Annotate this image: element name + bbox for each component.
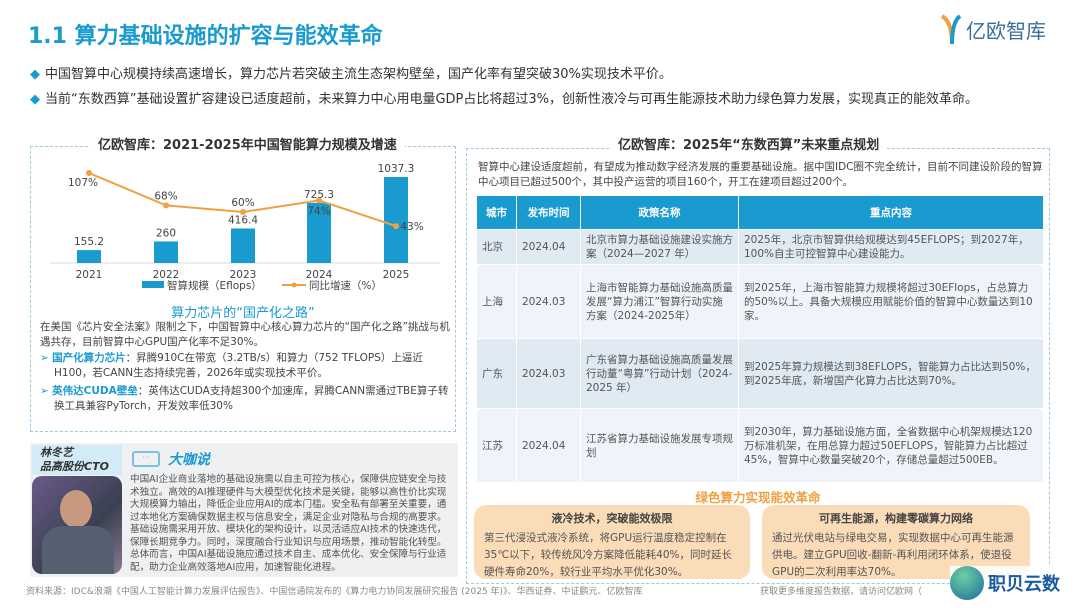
- cell-date: 2024.03: [516, 264, 581, 339]
- table-row: 上海 2024.03 上海市智能算力基础设施高质量发展“算力浦江”智算行动实施方案（…: [476, 264, 1044, 339]
- col-header: 发布时间: [516, 195, 581, 230]
- line-label: 60%: [231, 197, 254, 209]
- line-point: [316, 197, 322, 204]
- diamond-icon: ◆: [30, 67, 40, 82]
- x-tick-label: 2023: [230, 269, 257, 281]
- cell-date: 2024.04: [516, 408, 581, 483]
- bar: [77, 250, 101, 263]
- arrow-icon: ➢: [40, 385, 53, 397]
- legend-line-marker: [291, 282, 297, 288]
- quote-text: 中国AI企业商业落地的基础设施需以自主可控为核心，保障供应链安全与技术独立。高效…: [130, 474, 447, 573]
- cell-policy: 广东省算力基础设施高质量发展行动蕫“粤算”行动计划（2024-2025 年）: [580, 338, 739, 409]
- chips-item-2: ➢ 英伟达CUDA壁垒：英伟达CUDA支持超300个加速库，昇腾CANN需通过T…: [40, 384, 450, 414]
- cell-content: 到2025年算力规模达到38EFLOPS，智能算力占比达到50%，到2025年底…: [738, 338, 1044, 409]
- diamond-icon: ◆: [30, 92, 40, 107]
- cell-policy: 上海市智能算力基础设施高质量发展“算力浦江”智算行动实施方案（2024-2025…: [580, 264, 739, 339]
- item-text: ：昇腾910C在带宽（3.2TB/s）和算力（752 TFLOPS）上逼近H10…: [54, 352, 423, 379]
- card-text: 通过光伏电站与绿电交易，实现数据中心可再生能源供电。建立GPU回收-翻新-再利用…: [772, 532, 1014, 578]
- x-tick-label: 2022: [153, 269, 180, 281]
- cell-date: 2024.04: [516, 229, 581, 265]
- speaker-name: 林冬艺: [40, 446, 73, 459]
- bar-label: 416.4: [228, 214, 258, 226]
- table-row: 北京 2024.04 北京市算力基础设施建设实施方案（2024—2027 年） 202…: [476, 229, 1044, 265]
- line-label: 74%: [307, 205, 330, 217]
- cell-policy: 江苏省算力基础设施发展专项规划: [580, 408, 739, 483]
- page-title: 1.1 算力基础设施的扩容与能效革命: [28, 24, 383, 49]
- cell-content: 到2030年，算力基础设施方面，全省数据中心机架规模达120 万标准机架，在用总…: [738, 408, 1044, 483]
- bullet-1: ◆ 中国智算中心规模持续高速增长，算力芯片若突破主流生态架构壁垒，国产化率有望突破…: [30, 66, 1060, 83]
- col-header: 政策名称: [580, 195, 739, 230]
- x-tick-label: 2024: [306, 269, 333, 281]
- table-row: 广东 2024.03 广东省算力基础设施高质量发展行动蕫“粤算”行动计划（2024-…: [476, 338, 1044, 409]
- quote-heading-text: 大咖说: [168, 452, 210, 468]
- speaker-title: 品高股份CTO: [40, 460, 109, 473]
- bar: [154, 241, 178, 263]
- bullet-text: 中国智算中心规模持续高速增长，算力芯片若突破主流生态架构壁垒，国产化率有望突破3…: [45, 67, 672, 82]
- col-header: 重点内容: [738, 195, 1044, 230]
- quote-heading: ··· 大咖说: [132, 449, 210, 469]
- bullet-text: 当前“东数西算”基础设置扩容建设已适度超前，未来算力中心用电量GDP占比将超过3…: [45, 92, 979, 107]
- line-point: [86, 170, 92, 176]
- chips-item-1: ➢ 国产化算力芯片：昇腾910C在带宽（3.2TB/s）和算力（752 TFLO…: [40, 351, 450, 381]
- card-title: 液冷技术，突破能效极限: [551, 512, 673, 525]
- bar-label: 155.2: [74, 236, 104, 248]
- table-row: 江苏 2024.04 江苏省算力基础设施发展专项规划 到2030年，算力基础设施方面，…: [476, 408, 1044, 483]
- bar-label: 260: [156, 227, 176, 239]
- cell-city: 广东: [476, 338, 517, 409]
- watermark-icon: [950, 566, 984, 600]
- line-label: 43%: [400, 221, 423, 233]
- watermark-text: 职贝云数: [988, 574, 1060, 595]
- logo-icon: [940, 14, 962, 44]
- cell-content: 2025年，北京市智算供给规模达到45EFLOPS；到2027年，100%自主可…: [738, 229, 1044, 265]
- line-point: [393, 223, 399, 230]
- cell-city: 江苏: [476, 408, 517, 483]
- legend-bar-label: 智算规模（Eflops）: [167, 279, 262, 292]
- watermark: 职贝云数: [950, 566, 1060, 600]
- line-point: [240, 209, 246, 216]
- card-title: 可再生能源，构建零碳算力网络: [819, 512, 973, 525]
- bar: [307, 202, 331, 263]
- legend-line-label: 同比增速（%）: [309, 279, 382, 292]
- chat-icon: ···: [132, 451, 160, 467]
- bar: [231, 228, 255, 263]
- bullet-2: ◆ 当前“东数西算”基础设置扩容建设已适度超前，未来算力中心用电量GDP占比将超过…: [30, 91, 1060, 108]
- item-label: 国产化算力芯片: [52, 352, 126, 364]
- plan-title: 亿欧智库：2025年“东数西算”未来重点规划: [610, 134, 888, 153]
- chips-intro: 在美国《芯片安全法案》限制之下，中国智算中心核心算力芯片的“国产化之路”挑战与机…: [40, 321, 450, 348]
- line-point: [163, 202, 169, 209]
- col-header: 城市: [476, 195, 517, 230]
- policy-table: 城市 发布时间 政策名称 重点内容 北京 2024.04 北京市算力基础设施建设实施方案（…: [476, 195, 1044, 483]
- bar-label: 1037.3: [378, 163, 415, 175]
- legend-bar-swatch: [142, 281, 164, 288]
- cell-policy: 北京市算力基础设施建设实施方案（2024—2027 年）: [580, 229, 739, 265]
- plan-intro: 智算中心建设适度超前，有望成为推动数字经济发展的重要基础设施。据中国IDC圈不完…: [478, 161, 1043, 188]
- logo-text: 亿欧智库: [966, 18, 1046, 43]
- chart-title: 亿欧智库：2021-2025年中国智能算力规模及增速: [90, 134, 405, 153]
- speaker-photo: [32, 476, 122, 574]
- green-title: 绿色算力实现能效革命: [695, 490, 821, 505]
- source-note: 资料来源：IDC&浪潮《中国人工智能计算力发展评估报告》、中国信通院发布的《算力…: [26, 587, 643, 597]
- bar-label: 725.3: [304, 189, 334, 201]
- line-label: 68%: [154, 190, 177, 202]
- more-link[interactable]: 获取更多维度报告数据，请访问亿欧网（: [760, 587, 923, 597]
- logo: 亿欧智库: [940, 14, 1046, 44]
- card-text: 第三代浸没式液冷系统，将GPU运行温度稳定控制在35℃以下，较传统风冷方案降低能…: [484, 532, 732, 578]
- item-text: ：英伟达CUDA支持超300个加速库，昇腾CANN需通过TBE算子转换工具兼容P…: [54, 385, 449, 412]
- line-label: 107%: [68, 177, 98, 189]
- cell-city: 上海: [476, 264, 517, 339]
- cell-content: 到2025年，上海市智能算力规模将超过30EFlops，占总算力的50%以上。具…: [738, 264, 1044, 339]
- card-liquid-cooling: 液冷技术，突破能效极限第三代浸没式液冷系统，将GPU运行温度稳定控制在35℃以下…: [474, 505, 750, 579]
- cell-city: 北京: [476, 229, 517, 265]
- cell-date: 2024.03: [516, 338, 581, 409]
- table-header: 城市 发布时间 政策名称 重点内容: [476, 195, 1044, 230]
- arrow-icon: ➢: [40, 352, 53, 364]
- speaker-label: 林冬艺 品高股份CTO: [32, 445, 122, 475]
- chips-title: 算力芯片的“国产化之路”: [171, 306, 315, 321]
- bar: [384, 177, 408, 263]
- item-label: 英伟达CUDA壁垒: [52, 385, 138, 397]
- x-tick-label: 2025: [383, 269, 410, 281]
- x-tick-label: 2021: [76, 269, 103, 281]
- chart: 155.2 2021 260 2022 416.4 2023 725.3 2024 1037.3…: [50, 163, 440, 292]
